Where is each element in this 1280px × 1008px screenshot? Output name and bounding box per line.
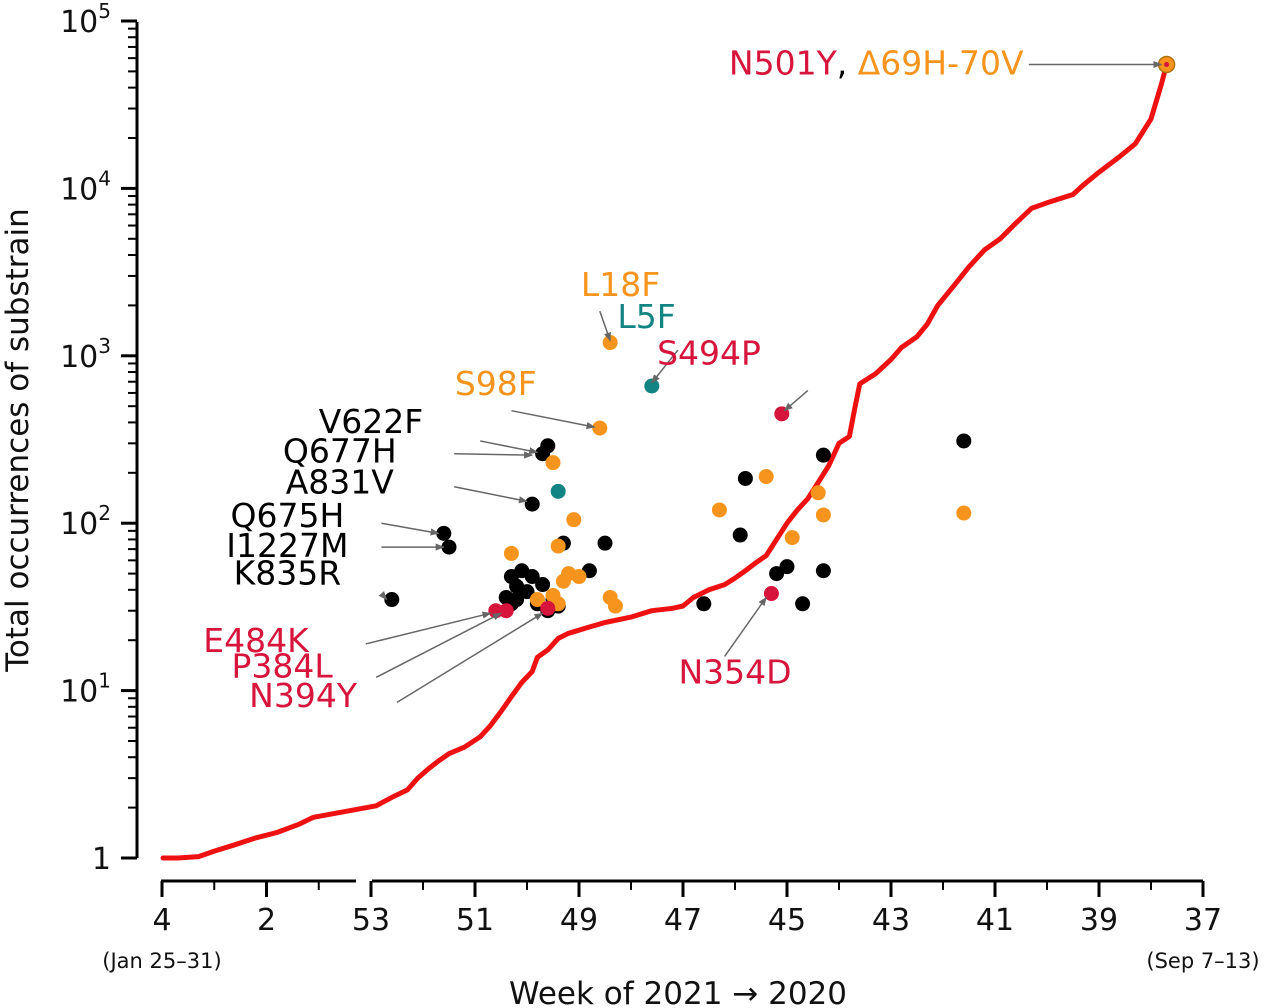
data-point-orange bbox=[607, 598, 623, 614]
x-tick-label: 39 bbox=[1080, 903, 1118, 938]
y-tick-label: 103 bbox=[60, 334, 111, 375]
data-point-orange bbox=[550, 538, 566, 554]
data-point-black bbox=[956, 433, 972, 449]
data-point-black bbox=[524, 496, 540, 512]
y-tick-label: 1 bbox=[92, 842, 111, 877]
x-tick-label: 4 bbox=[152, 903, 171, 938]
y-axis-title: Total occurrences of substrain bbox=[0, 208, 36, 673]
annotation-label: N394Y bbox=[249, 676, 358, 715]
annotation-label: Q677H bbox=[283, 432, 397, 471]
data-point-black bbox=[540, 438, 556, 454]
annotation-arrow bbox=[723, 596, 767, 657]
annotation-label: I1227M bbox=[226, 526, 348, 565]
data-point-orange bbox=[810, 485, 826, 501]
data-point-black bbox=[737, 470, 753, 486]
data-point-orange bbox=[503, 545, 519, 561]
x-tick-label: 41 bbox=[976, 903, 1014, 938]
data-point-black bbox=[519, 584, 535, 600]
x-tick-label: 53 bbox=[352, 903, 390, 938]
x-axis-title: Week of 2021 → 2020 bbox=[509, 976, 847, 1008]
data-point-black bbox=[815, 563, 831, 579]
data-point-orange bbox=[784, 530, 800, 546]
annotation-arrow bbox=[381, 522, 440, 536]
annotation-arrow bbox=[454, 451, 534, 459]
annotation-arrow bbox=[375, 612, 502, 679]
data-point-black bbox=[815, 447, 831, 463]
x-tick-label: 37 bbox=[1184, 903, 1222, 938]
annotation-arrow bbox=[365, 611, 492, 645]
annotation-arrow bbox=[396, 612, 544, 704]
x-tick-label: 49 bbox=[560, 903, 598, 938]
annotation-label: S98F bbox=[455, 364, 537, 403]
annotation-arrow bbox=[378, 591, 388, 601]
x-tick-label: 51 bbox=[456, 903, 494, 938]
series-line-group bbox=[160, 62, 1170, 861]
data-point-black bbox=[498, 589, 514, 605]
data-point-black bbox=[732, 527, 748, 543]
series-line bbox=[160, 62, 1170, 861]
data-point-orange bbox=[555, 573, 571, 589]
data-point-black bbox=[384, 592, 400, 608]
annotation-label: L18F bbox=[581, 265, 660, 304]
annotation-label: P384L bbox=[232, 646, 334, 685]
data-point-teal bbox=[550, 483, 566, 499]
y-axis-ticks: 1 101 102 103 104 105 bbox=[60, 0, 137, 877]
y-tick-label: 104 bbox=[60, 166, 111, 207]
annotation-label: S494P bbox=[657, 333, 761, 372]
x-tick-label: 2 bbox=[257, 903, 276, 938]
data-point-orange bbox=[545, 455, 561, 471]
data-point-orange bbox=[529, 592, 545, 608]
annotation-arrow bbox=[599, 310, 611, 342]
data-points bbox=[384, 55, 1176, 619]
annotation-arrow bbox=[651, 349, 679, 384]
annotation-arrow bbox=[511, 409, 596, 430]
data-point-black bbox=[696, 596, 712, 612]
data-point-black bbox=[795, 596, 811, 612]
data-point-black bbox=[436, 525, 452, 541]
annotation-arrow bbox=[480, 440, 539, 455]
annotation-label: N354D bbox=[678, 653, 791, 692]
y-tick-label: 101 bbox=[60, 669, 111, 710]
annotation-label: E484K bbox=[203, 621, 310, 660]
x-axis-ticks: 4 2 53 51 49 47 45 43 41 39 37 bbox=[152, 881, 1222, 938]
y-tick-label: 102 bbox=[60, 501, 111, 542]
data-point-black bbox=[597, 535, 613, 551]
x-tick-label: 43 bbox=[872, 903, 910, 938]
annotation-label: K835R bbox=[234, 554, 342, 593]
data-point-black bbox=[441, 539, 457, 555]
data-point-orange bbox=[602, 335, 618, 351]
annotation-top-label: N501Y, Δ69H-70V bbox=[729, 43, 1024, 82]
data-point-red bbox=[540, 600, 556, 616]
x-note-left: (Jan 25–31) bbox=[102, 949, 221, 973]
data-point-black bbox=[524, 569, 540, 585]
x-note-right: (Sep 7–13) bbox=[1146, 949, 1259, 973]
x-tick-label: 45 bbox=[768, 903, 806, 938]
y-tick-label: 105 bbox=[60, 0, 111, 40]
annotation-label: L5F bbox=[617, 297, 675, 336]
data-point-orange bbox=[566, 512, 582, 528]
x-tick-label: 47 bbox=[664, 903, 702, 938]
data-point-teal bbox=[644, 378, 660, 394]
data-point-orange bbox=[592, 420, 608, 436]
annotation-label: A831V bbox=[286, 463, 395, 502]
data-point-black bbox=[535, 577, 551, 593]
data-point-red bbox=[763, 586, 779, 602]
data-point-highlight-core bbox=[1164, 61, 1170, 67]
data-point-black bbox=[779, 559, 795, 575]
annotation-arrow bbox=[454, 486, 528, 504]
annotation-label: Q675H bbox=[231, 496, 345, 535]
annotation-label: V622F bbox=[319, 402, 424, 441]
data-point-orange bbox=[815, 507, 831, 523]
data-point-orange bbox=[711, 502, 727, 518]
annotation-arrow bbox=[783, 389, 809, 412]
data-point-red bbox=[498, 603, 514, 619]
data-point-orange bbox=[758, 469, 774, 485]
data-point-orange bbox=[956, 505, 972, 521]
